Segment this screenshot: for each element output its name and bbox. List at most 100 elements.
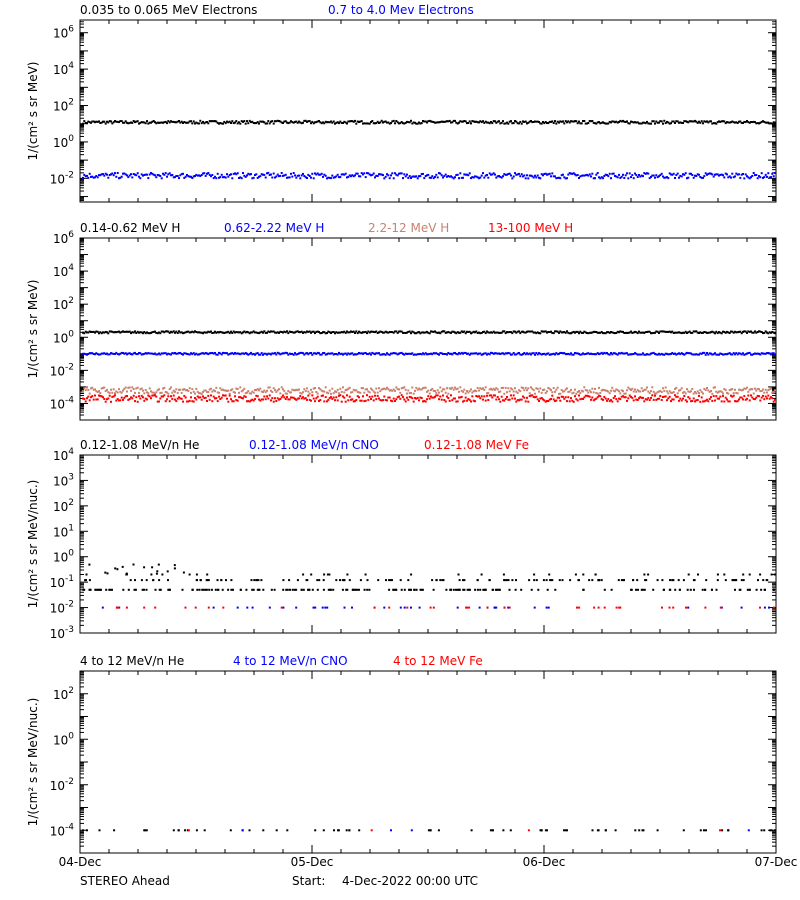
data-point: [314, 400, 316, 403]
data-point: [171, 120, 174, 123]
data-point: [372, 390, 375, 393]
data-point: [86, 386, 88, 389]
data-point: [224, 389, 227, 392]
data-point: [340, 390, 343, 393]
data-point: [470, 388, 472, 391]
data-point: [439, 332, 442, 335]
data-point: [660, 330, 663, 333]
data-point: [472, 399, 475, 402]
data-point: [370, 829, 373, 832]
data-point: [590, 331, 592, 334]
data-point: [603, 351, 606, 354]
data-point: [128, 352, 131, 355]
data-point: [664, 176, 667, 179]
data-point: [380, 119, 383, 122]
data-point: [199, 579, 202, 582]
data-point: [328, 176, 331, 179]
data-point: [171, 352, 174, 355]
data-point: [148, 387, 151, 390]
data-point: [476, 332, 479, 334]
data-point: [431, 175, 434, 178]
data-point: [195, 398, 198, 401]
data-point: [543, 399, 546, 402]
data-point: [318, 352, 320, 355]
data-point: [774, 121, 776, 124]
data-point: [123, 396, 126, 399]
data-point: [463, 120, 466, 122]
data-point: [236, 172, 239, 175]
data-point: [316, 395, 319, 398]
data-point: [404, 332, 407, 334]
data-point: [343, 391, 346, 394]
data-point: [451, 121, 454, 124]
data-point: [512, 394, 515, 397]
data-point: [407, 579, 410, 582]
data-point: [335, 391, 338, 393]
data-point: [123, 352, 126, 355]
data-point: [251, 177, 254, 180]
data-point: [298, 388, 300, 391]
data-point: [508, 172, 511, 175]
data-point: [748, 588, 751, 591]
data-point: [470, 177, 472, 180]
data-point: [479, 397, 482, 400]
data-point: [671, 173, 674, 176]
data-point: [615, 388, 618, 391]
data-point: [595, 173, 598, 176]
data-point: [650, 390, 652, 393]
data-point: [515, 173, 518, 176]
data-point: [520, 122, 523, 125]
data-point: [315, 391, 318, 393]
data-point: [223, 175, 226, 178]
data-point: [626, 331, 628, 334]
data-point: [260, 173, 263, 176]
data-point: [462, 588, 465, 591]
data-point: [612, 352, 615, 355]
data-point: [102, 331, 104, 334]
data-point: [370, 398, 372, 400]
data-point: [743, 120, 746, 123]
data-point: [731, 395, 734, 398]
data-point: [252, 588, 255, 591]
data-point: [588, 173, 591, 176]
data-point: [546, 829, 548, 832]
data-point: [252, 330, 255, 333]
data-point: [178, 177, 180, 180]
data-point: [219, 398, 222, 400]
data-point: [643, 388, 646, 391]
data-point: [458, 121, 460, 124]
data-point: [471, 352, 474, 355]
data-point: [678, 121, 680, 124]
data-point: [444, 391, 447, 394]
data-point: [212, 395, 215, 398]
data-point: [142, 174, 144, 177]
data-point: [515, 120, 518, 123]
data-point: [310, 352, 312, 354]
data-point: [230, 122, 232, 124]
y-tick-label: 10-2: [50, 600, 74, 616]
data-point: [262, 829, 265, 832]
data-point: [758, 122, 760, 125]
data-point: [339, 387, 342, 390]
data-point: [114, 120, 116, 122]
data-point: [690, 352, 692, 355]
data-point: [346, 588, 349, 591]
data-point: [523, 331, 526, 334]
data-point: [759, 573, 762, 576]
data-point: [670, 331, 672, 334]
data-point: [346, 394, 348, 397]
data-point: [436, 331, 439, 334]
data-point: [495, 387, 498, 390]
data-point: [399, 330, 402, 333]
data-point: [642, 390, 644, 392]
data-point: [242, 331, 244, 334]
data-point: [448, 399, 451, 402]
data-point: [159, 353, 162, 356]
y-axis-label: 1/(cm² s sr MeV/nuc.): [26, 480, 40, 609]
data-point: [486, 392, 488, 395]
data-point: [478, 389, 480, 392]
data-point: [715, 330, 718, 333]
data-point: [138, 331, 140, 334]
data-point: [559, 330, 562, 333]
data-point: [699, 829, 702, 832]
